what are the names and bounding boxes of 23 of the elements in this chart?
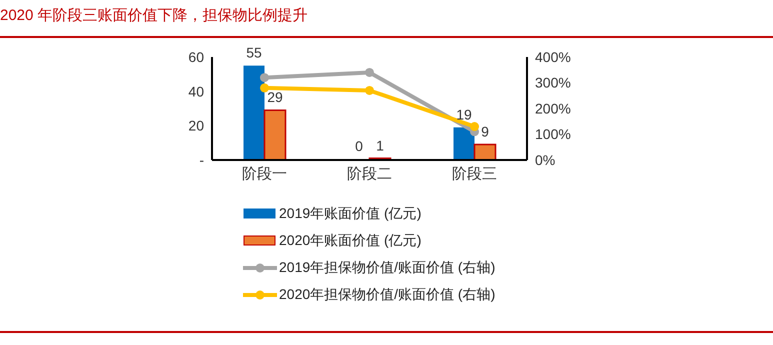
- y-tick-label: 40: [188, 83, 204, 100]
- y-tick-label: 60: [188, 48, 204, 65]
- y2-tick-label: 200%: [535, 100, 571, 116]
- x-tick-label: 阶段二: [347, 166, 392, 183]
- legend-label: 2020年账面价值 (亿元): [279, 232, 422, 250]
- data-label: 19: [456, 106, 472, 122]
- y-tick-label: 20: [188, 118, 204, 134]
- legend-label: 2019年担保物价值/账面价值 (右轴): [279, 258, 496, 276]
- chart-title: 2020 年阶段三账面价值下降，担保物比例提升: [0, 6, 308, 25]
- data-label: 9: [481, 124, 490, 140]
- y2-tick-label: 0%: [535, 152, 556, 168]
- x-tick-label: 阶段三: [452, 166, 497, 183]
- data-label: 29: [267, 89, 283, 106]
- data-label: 55: [246, 44, 262, 61]
- y2-tick-label: 400%: [535, 48, 571, 65]
- y2-tick-label: 300%: [535, 74, 571, 91]
- y2-tick-label: 100%: [535, 126, 571, 142]
- legend-label: 2019年账面价值 (亿元): [279, 204, 422, 222]
- data-label: 1: [376, 137, 384, 154]
- y-tick-label: -: [199, 152, 204, 168]
- legend-label: 2020年担保物价值/账面价值 (右轴): [279, 286, 496, 304]
- data-label: 0: [355, 138, 364, 154]
- x-tick-label: 阶段一: [242, 166, 287, 183]
